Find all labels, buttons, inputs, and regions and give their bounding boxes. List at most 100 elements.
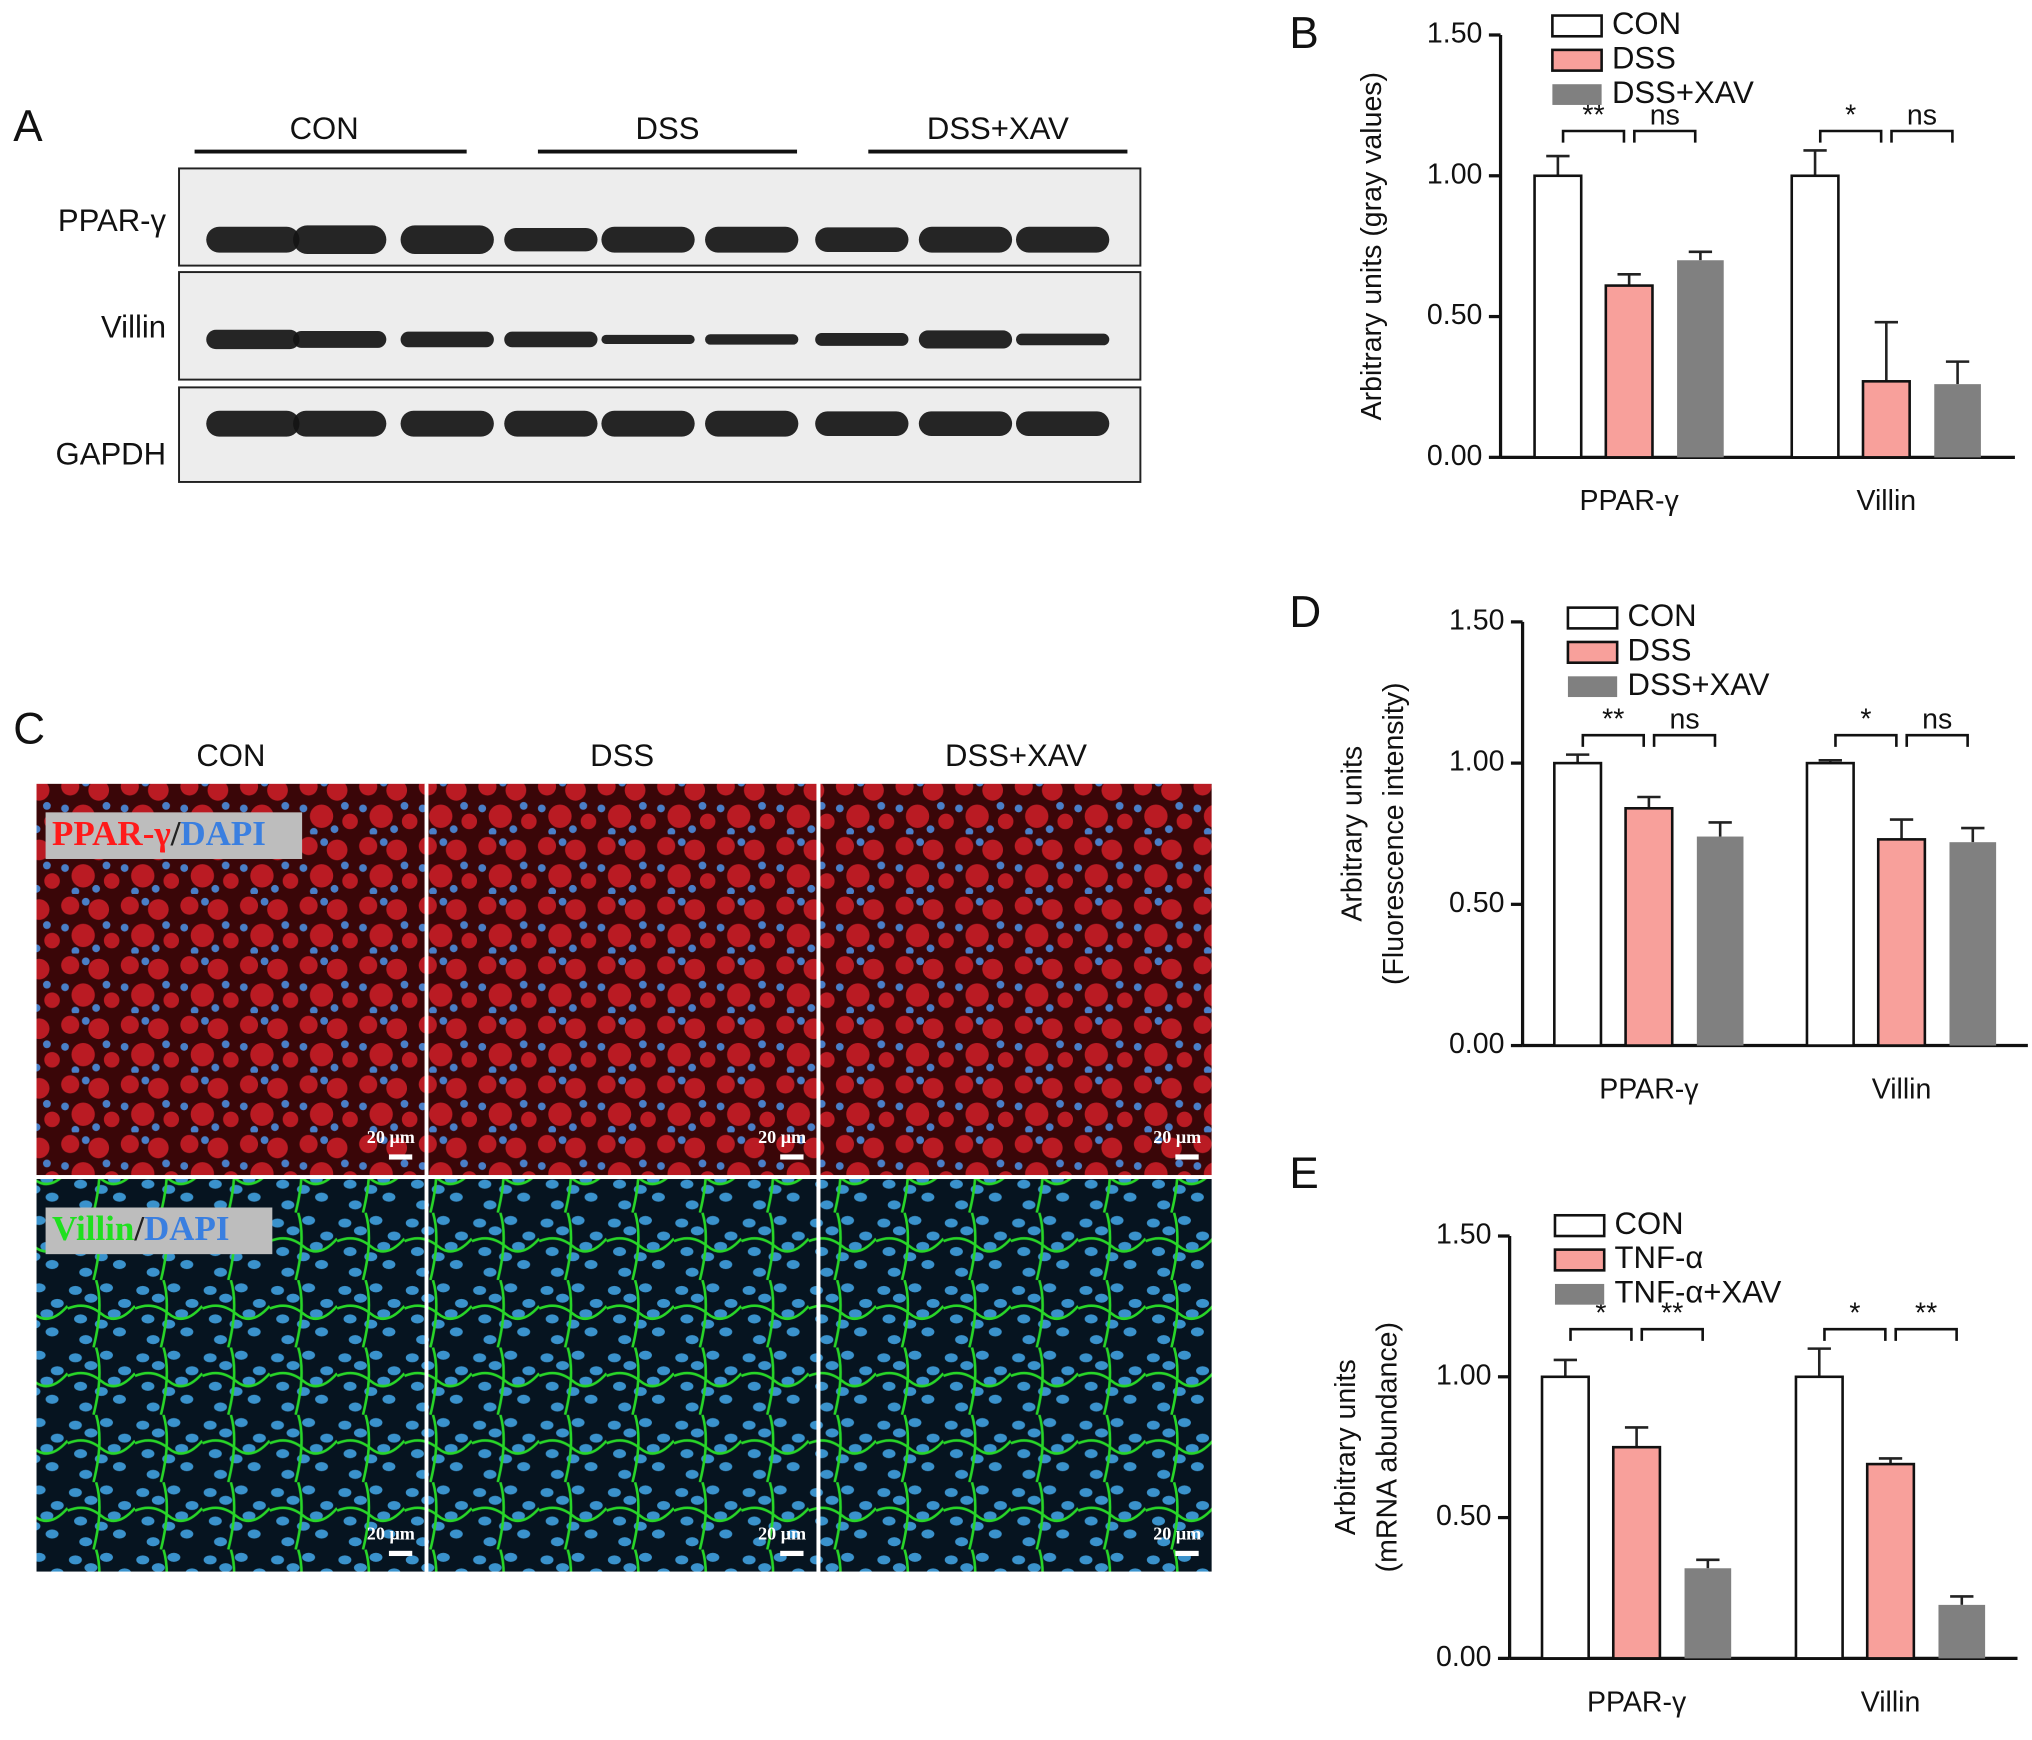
scale-bar bbox=[780, 1550, 804, 1557]
scale-bar bbox=[1175, 1550, 1199, 1557]
blot-band bbox=[601, 410, 695, 437]
scale-bar bbox=[1175, 1154, 1199, 1160]
row-label: Villin bbox=[101, 309, 166, 344]
significance-label: ** bbox=[1661, 1297, 1683, 1329]
stain-name: Villin bbox=[52, 1209, 134, 1248]
y-tick-label: 1.50 bbox=[1449, 604, 1504, 636]
significance-bracket bbox=[1581, 733, 1646, 747]
y-tick-label: 1.50 bbox=[1427, 18, 1482, 50]
significance-bracket bbox=[1905, 733, 1969, 747]
y-axis-label: Arbitrary units (gray values) bbox=[1356, 72, 1388, 420]
significance-label: * bbox=[1849, 1297, 1860, 1329]
blot-band bbox=[206, 329, 300, 350]
legend-swatch bbox=[1551, 48, 1603, 72]
significance-label: ** bbox=[1915, 1297, 1937, 1329]
y-axis-label: (Fluorescence intensity) bbox=[1378, 682, 1410, 985]
blot-band bbox=[601, 226, 695, 253]
blot-band bbox=[705, 410, 799, 437]
blot-band bbox=[504, 410, 598, 437]
y-tick-label: 1.00 bbox=[1436, 1359, 1491, 1391]
y-tick-label: 0.50 bbox=[1427, 299, 1482, 331]
bar bbox=[1794, 1375, 1844, 1660]
blot-band bbox=[815, 227, 909, 252]
blot-band bbox=[293, 331, 387, 348]
blot-band bbox=[504, 331, 598, 348]
bar bbox=[1805, 761, 1855, 1047]
bar bbox=[1540, 1375, 1590, 1660]
group-label: DSS bbox=[636, 111, 700, 146]
micrograph bbox=[820, 783, 1212, 1176]
legend-label: DSS+XAV bbox=[1628, 667, 1770, 702]
separator: / bbox=[170, 814, 182, 853]
bar bbox=[1865, 1462, 1916, 1660]
y-tick-label: 1.00 bbox=[1449, 746, 1504, 778]
legend-swatch bbox=[1551, 14, 1603, 38]
y-tick-label: 1.50 bbox=[1436, 1219, 1491, 1251]
x-tick-label: PPAR-γ bbox=[1599, 1073, 1699, 1105]
column-label: DSS+XAV bbox=[945, 738, 1087, 773]
significance-label: ns bbox=[1650, 99, 1680, 131]
bar bbox=[1604, 284, 1654, 459]
legend-swatch bbox=[1553, 1213, 1606, 1238]
scale-bar bbox=[388, 1550, 413, 1557]
significance-label: * bbox=[1845, 99, 1856, 131]
significance-bracket bbox=[1894, 1327, 1958, 1341]
blot-band bbox=[918, 411, 1013, 436]
scale-bar-label: 20 μm bbox=[758, 1523, 806, 1543]
column-label: DSS bbox=[590, 738, 654, 773]
blot-band bbox=[206, 226, 300, 253]
blot-band bbox=[815, 332, 909, 346]
blot-band bbox=[815, 411, 909, 436]
micrograph bbox=[427, 783, 817, 1176]
significance-bracket bbox=[1890, 129, 1954, 143]
significance-label: * bbox=[1595, 1297, 1606, 1329]
panel-label: C bbox=[13, 705, 45, 754]
scale-bar bbox=[780, 1154, 804, 1160]
significance-bracket bbox=[1640, 1327, 1704, 1341]
group-label: DSS+XAV bbox=[927, 111, 1069, 146]
blot-band bbox=[601, 334, 695, 344]
panel-label: A bbox=[13, 102, 43, 151]
stain-name: PPAR-γ bbox=[52, 814, 171, 853]
column-label: CON bbox=[196, 738, 265, 773]
legend-label: TNF-α+XAV bbox=[1615, 1275, 1782, 1310]
bar bbox=[1553, 761, 1603, 1047]
legend-label: DSS bbox=[1628, 633, 1692, 668]
x-tick-label: PPAR-γ bbox=[1580, 485, 1680, 517]
blot-band bbox=[918, 226, 1013, 253]
legend-swatch bbox=[1553, 1248, 1606, 1272]
bar bbox=[1790, 174, 1840, 459]
row-label: GAPDH bbox=[56, 436, 167, 471]
bar bbox=[1533, 174, 1583, 459]
legend-label: CON bbox=[1612, 6, 1681, 41]
blot-strip bbox=[178, 271, 1142, 381]
group-label: CON bbox=[290, 111, 359, 146]
bar bbox=[1876, 838, 1927, 1047]
legend-swatch bbox=[1567, 676, 1618, 698]
legend-label: CON bbox=[1615, 1206, 1684, 1241]
scale-bar-label: 20 μm bbox=[367, 1523, 415, 1543]
bar bbox=[1696, 836, 1744, 1046]
blot-band bbox=[1016, 411, 1110, 436]
significance-label: ** bbox=[1602, 703, 1624, 735]
significance-label: ns bbox=[1922, 703, 1952, 735]
scale-bar bbox=[388, 1154, 413, 1160]
bar bbox=[1934, 384, 1981, 458]
blot-band bbox=[1016, 226, 1110, 253]
bar bbox=[1677, 260, 1724, 458]
x-tick-label: Villin bbox=[1872, 1073, 1932, 1105]
legend-swatch bbox=[1566, 606, 1619, 630]
stain-label: PPAR-γ/DAPI bbox=[52, 814, 266, 853]
scale-bar-label: 20 μm bbox=[367, 1127, 415, 1147]
y-tick-label: 1.00 bbox=[1427, 158, 1482, 190]
significance-label: ns bbox=[1669, 703, 1699, 735]
y-axis-label: Arbitrary units bbox=[1337, 746, 1369, 922]
bar bbox=[1949, 842, 1997, 1046]
legend-swatch bbox=[1552, 84, 1602, 105]
y-tick-label: 0.00 bbox=[1436, 1641, 1491, 1673]
significance-bracket bbox=[1834, 733, 1898, 747]
bar bbox=[1624, 807, 1674, 1047]
blot-band bbox=[705, 226, 799, 253]
